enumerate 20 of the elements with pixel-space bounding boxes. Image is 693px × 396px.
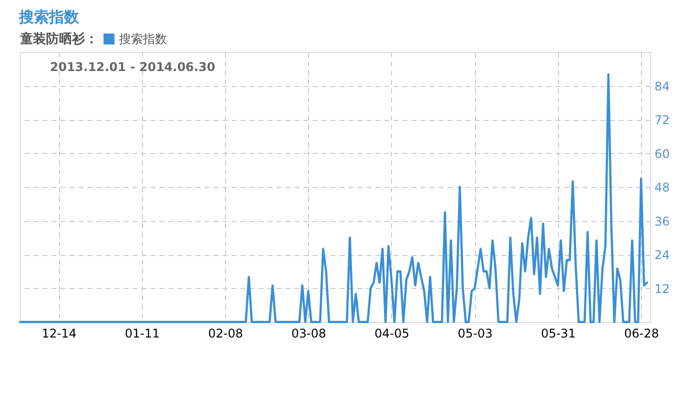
x-tick-label: 05-03 <box>458 326 493 340</box>
y-tick-label: 24 <box>654 248 670 262</box>
annotation: 2013.12.01 - 2014.06.30 <box>50 60 216 74</box>
x-tick-label: 01-11 <box>124 326 160 340</box>
y-tick-label: 12 <box>654 282 670 296</box>
x-tick-label: 05-31 <box>540 326 576 340</box>
chart-title: 搜索指数 <box>18 8 80 26</box>
x-tick-label: 03-08 <box>291 326 326 340</box>
y-tick-label: 72 <box>654 113 670 127</box>
x-tick-label: 06-28 <box>624 326 660 340</box>
x-tick-label: 02-08 <box>208 326 243 340</box>
legend-title: 童装防晒衫： <box>19 31 98 47</box>
x-tick-label: 04-05 <box>374 326 410 340</box>
x-tick-label: 12-14 <box>42 326 77 340</box>
y-tick-label: 36 <box>654 214 670 228</box>
y-tick-label: 60 <box>654 146 670 161</box>
y-tick-label: 84 <box>654 79 670 94</box>
legend-label: 搜索指数 <box>119 32 167 46</box>
line-series <box>18 73 648 324</box>
y-tick-label: 48 <box>654 180 670 194</box>
